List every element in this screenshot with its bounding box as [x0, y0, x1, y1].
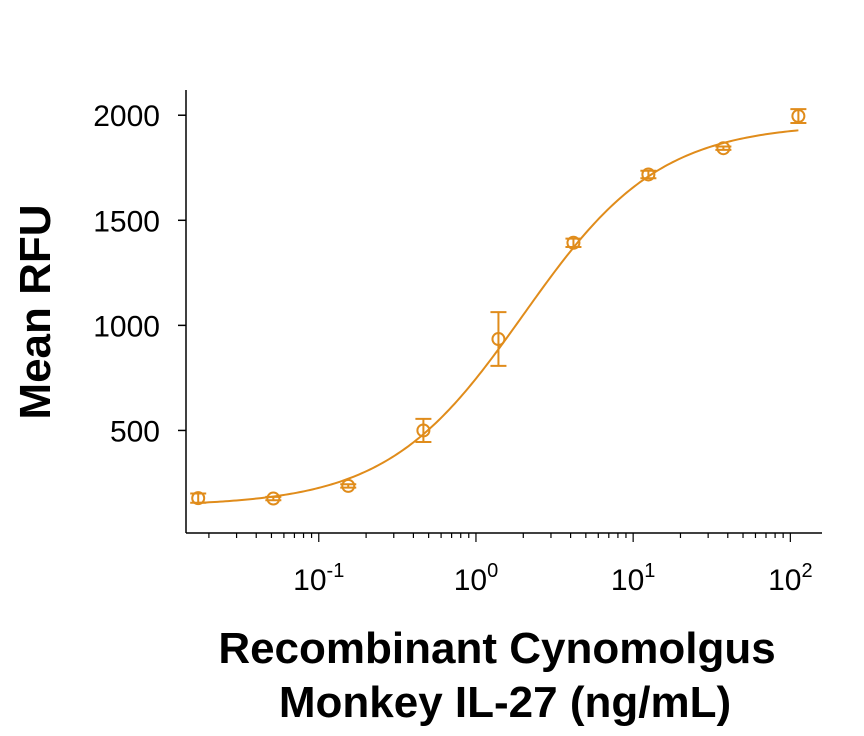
data-point	[265, 491, 282, 506]
data-point	[790, 108, 807, 124]
point-marker	[191, 491, 206, 506]
x-tick-label: 101	[611, 560, 656, 597]
point-marker	[716, 141, 731, 156]
x-tick-label: 102	[768, 560, 813, 597]
data-point	[490, 311, 507, 367]
point-marker	[491, 332, 506, 347]
point-marker	[341, 478, 356, 493]
data-point	[640, 167, 657, 182]
data-point	[340, 478, 357, 493]
point-marker	[266, 491, 281, 506]
y-tick-label: 1000	[93, 310, 160, 343]
point-marker	[416, 423, 431, 438]
data-points	[190, 108, 807, 506]
x-tick-label: 10-1	[293, 560, 344, 597]
point-marker	[641, 167, 656, 182]
data-point	[190, 491, 207, 506]
y-axis-title: Mean RFU	[11, 204, 60, 419]
x-tick-label: 100	[454, 560, 499, 597]
point-marker	[791, 109, 806, 124]
y-axis-ticks: 500 1000 1500 2000	[93, 100, 186, 448]
x-axis-ticks: 10-1 100 101 102	[208, 533, 813, 597]
y-tick-label: 500	[110, 415, 160, 448]
data-point	[415, 417, 432, 444]
point-marker	[566, 235, 581, 250]
data-point	[715, 141, 732, 156]
x-axis-title-line-1: Recombinant Cynomolgus	[218, 624, 775, 673]
y-tick-label: 2000	[93, 100, 160, 133]
x-axis-title-line-2: Monkey IL-27 (ng/mL)	[279, 678, 731, 727]
y-tick-label: 1500	[93, 205, 160, 238]
data-point	[565, 235, 582, 250]
